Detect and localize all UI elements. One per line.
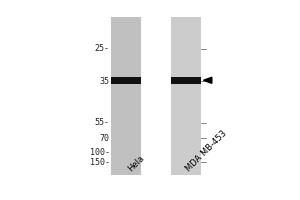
Bar <box>111 17 141 175</box>
Polygon shape <box>203 77 212 83</box>
Text: 70: 70 <box>100 134 110 143</box>
Text: 35: 35 <box>100 77 110 86</box>
Text: MDA MB-453: MDA MB-453 <box>184 128 228 173</box>
Text: 150-: 150- <box>90 158 110 167</box>
Text: 100-: 100- <box>90 148 110 157</box>
Bar <box>171 77 200 84</box>
Text: 55-: 55- <box>95 118 110 127</box>
Text: 25-: 25- <box>95 44 110 53</box>
Bar <box>171 17 200 175</box>
Text: Hela: Hela <box>126 153 146 173</box>
Bar <box>111 77 141 84</box>
